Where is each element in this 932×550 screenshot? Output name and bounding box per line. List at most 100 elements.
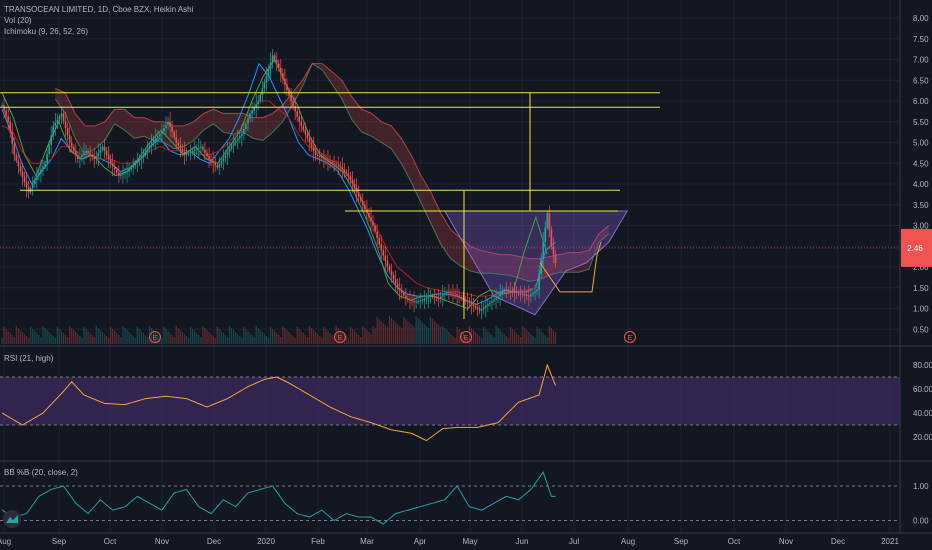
candle-body xyxy=(495,298,497,300)
volume-bar xyxy=(278,335,280,344)
volume-bar xyxy=(528,332,530,344)
volume-indicator-label[interactable]: Vol (20) xyxy=(4,16,32,25)
time-axis-label: Jun xyxy=(516,537,529,546)
volume-bar xyxy=(187,338,190,344)
bbp-indicator-label[interactable]: BB %B (20, close, 2) xyxy=(4,468,78,477)
volume-bar xyxy=(181,332,183,344)
volume-bar xyxy=(95,326,97,344)
volume-bar xyxy=(407,321,409,344)
candle-body xyxy=(452,292,454,294)
earnings-marker-circle xyxy=(624,331,636,343)
volume-bar xyxy=(477,334,479,344)
candle-body xyxy=(409,299,411,301)
candle-body xyxy=(136,161,139,164)
candle-body xyxy=(425,298,428,300)
volume-bar xyxy=(417,318,419,344)
candle-body xyxy=(230,145,233,149)
volume-bar xyxy=(300,331,302,344)
candle-body xyxy=(444,293,446,296)
candle-body xyxy=(275,59,278,64)
volume-bar xyxy=(485,329,487,344)
volume-bar xyxy=(140,331,142,344)
volume-bar xyxy=(54,338,56,344)
volume-bar xyxy=(155,332,157,344)
candle-body xyxy=(259,94,262,101)
candle-body xyxy=(372,221,374,226)
volume-bar xyxy=(372,326,374,344)
volume-bar xyxy=(179,330,181,344)
candle-body xyxy=(491,301,493,303)
volume-bar xyxy=(347,338,350,344)
volume-bar xyxy=(292,336,294,344)
time-axis-label: Sep xyxy=(674,537,689,546)
candle-body xyxy=(101,146,104,150)
volume-bar xyxy=(241,338,243,344)
candle-body xyxy=(282,73,284,79)
candle-body xyxy=(333,163,335,165)
candle-body xyxy=(85,150,87,153)
candle-body xyxy=(306,134,309,139)
volume-bar xyxy=(374,328,376,344)
volume-bar xyxy=(5,329,7,344)
volume-bar xyxy=(390,318,393,344)
rsi-axis-label: 40.00 xyxy=(913,409,932,418)
candle-body xyxy=(148,145,151,149)
candle-body xyxy=(169,121,171,127)
ichimoku-indicator-label[interactable]: Ichimoku (9, 26, 52, 26) xyxy=(4,27,89,36)
candle-body xyxy=(464,300,467,302)
candle-body xyxy=(526,295,528,297)
candle-body xyxy=(25,181,28,188)
ichimoku-span-b xyxy=(55,63,610,260)
volume-bar xyxy=(259,330,261,344)
volume-bar xyxy=(130,334,132,344)
price-axis-label: 1.00 xyxy=(913,305,929,314)
candle-body xyxy=(251,110,253,114)
tradingview-logo-icon[interactable] xyxy=(3,510,21,528)
volume-bar xyxy=(161,338,163,344)
volume-bar xyxy=(462,333,464,344)
candle-body xyxy=(364,204,366,209)
candle-body xyxy=(27,187,30,193)
candle-body xyxy=(505,289,508,291)
candle-body xyxy=(460,297,462,299)
candle-body xyxy=(58,116,61,120)
volume-bar xyxy=(233,330,235,344)
volume-bar xyxy=(38,335,40,344)
volume-bar xyxy=(69,326,71,344)
earnings-marker-label: E xyxy=(153,335,158,342)
candle-body xyxy=(177,142,180,146)
volume-bar xyxy=(165,329,167,344)
earnings-marker-circle xyxy=(460,331,472,343)
volume-bar xyxy=(511,329,514,344)
candle-body xyxy=(263,82,266,89)
symbol-title[interactable]: TRANSOCEAN LIMITED, 1D, Cboe BZX, Heikin… xyxy=(4,5,194,14)
volume-bar xyxy=(60,331,63,344)
candle-body xyxy=(142,154,145,158)
volume-bar xyxy=(206,330,208,344)
time-axis: Aug Sep Oct Nov Dec 2020 Feb Mar Apr May Jun Jul Aug… xyxy=(0,537,899,546)
candle-body xyxy=(5,110,7,117)
candle-body xyxy=(13,143,16,155)
candle-body xyxy=(489,302,491,305)
volume-bar xyxy=(296,327,298,344)
volume-bar xyxy=(382,323,384,344)
volume-bar xyxy=(144,335,147,344)
candle-body xyxy=(97,152,100,156)
rsi-indicator-label[interactable]: RSI (21, high) xyxy=(4,354,54,363)
time-axis-label: May xyxy=(462,537,477,546)
volume-bar xyxy=(9,333,11,344)
candle-body xyxy=(376,231,378,238)
candle-body xyxy=(513,291,516,293)
volume-bar xyxy=(269,327,272,344)
volume-bar xyxy=(450,334,452,344)
candle-body xyxy=(165,124,167,128)
candle-body xyxy=(421,300,424,302)
rsi-axis-label: 60.00 xyxy=(913,385,932,394)
candle-body xyxy=(347,173,350,176)
candle-body xyxy=(532,292,534,295)
volume-bar xyxy=(228,326,231,344)
candle-body xyxy=(353,184,356,189)
candle-body xyxy=(234,140,237,143)
